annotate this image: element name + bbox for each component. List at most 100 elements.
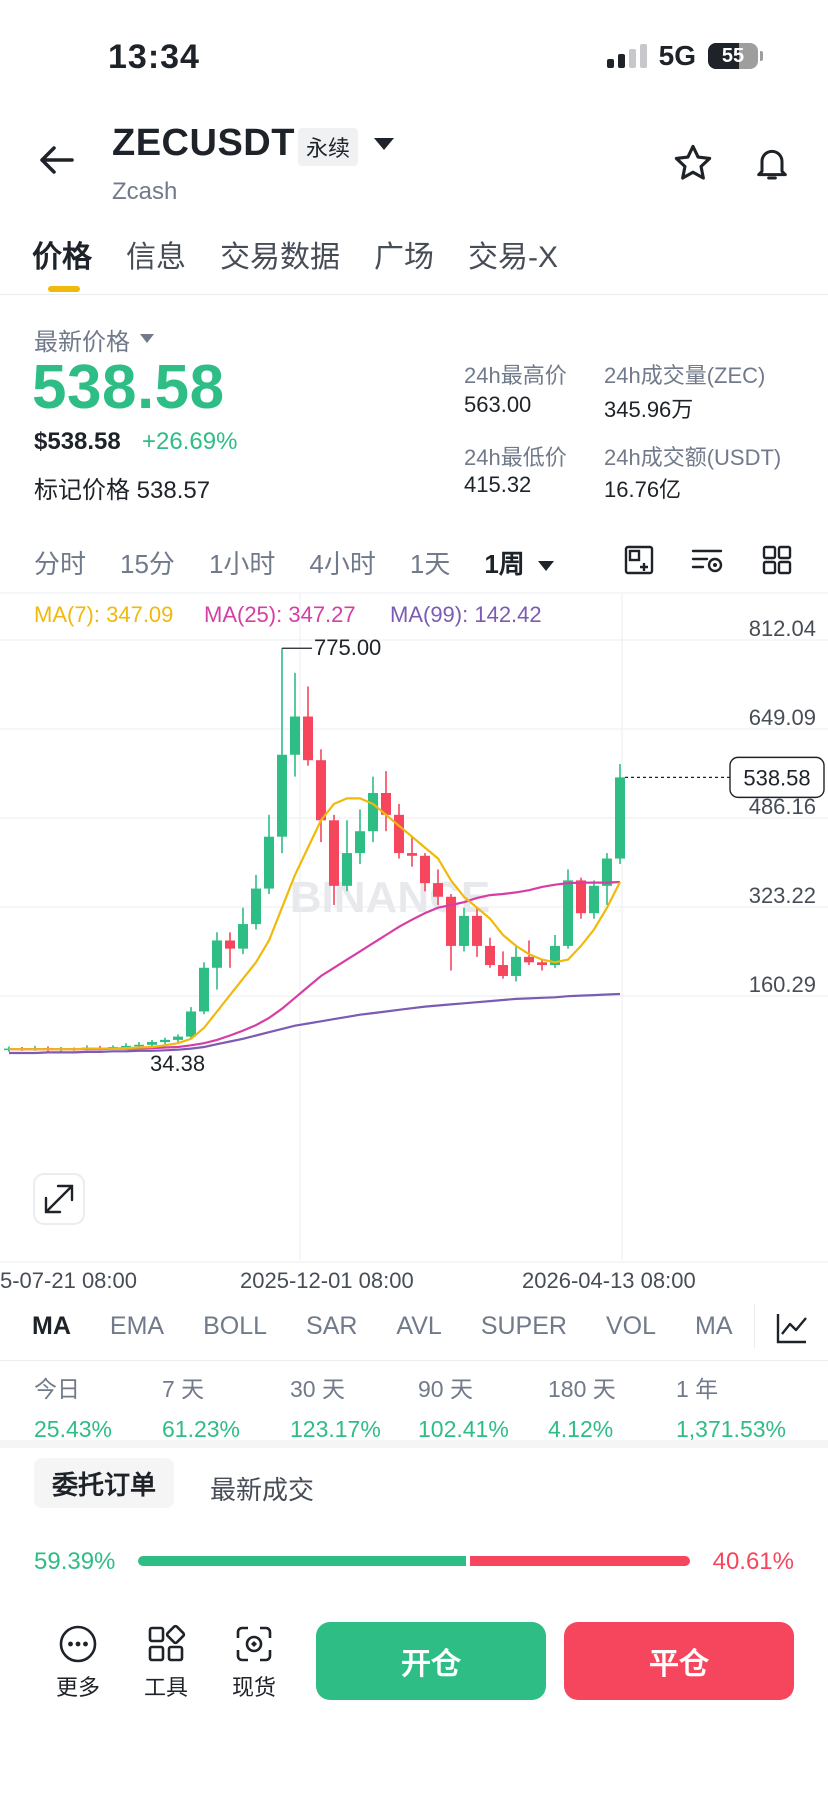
- sell-ratio-bar: [470, 1556, 690, 1566]
- interval-time-share[interactable]: 分时: [34, 549, 87, 579]
- candle: [537, 959, 547, 971]
- mark-price: 标记价格 538.57: [34, 477, 211, 504]
- candle: [355, 809, 365, 864]
- ma99-legend: MA(99): 142.42: [390, 602, 542, 627]
- tab-trade-x[interactable]: 交易-X: [468, 241, 558, 274]
- interval-1w[interactable]: 1周: [484, 544, 555, 581]
- ma99-line: [9, 992, 621, 1055]
- ma7-legend: MA(7): 347.09: [34, 602, 173, 627]
- candle: [186, 1007, 196, 1039]
- candle: [264, 814, 274, 895]
- high-24h-label: 24h最高价: [464, 363, 567, 388]
- last-price: 538.58: [32, 353, 225, 422]
- network-type: 5G: [658, 40, 696, 71]
- indicator-tabs: MA EMA BOLL SAR AVL SUPER VOL MA: [32, 1312, 772, 1341]
- latest-price-label[interactable]: 最新价格: [34, 329, 130, 356]
- perf-today: 今日 25.43%: [34, 1376, 113, 1442]
- divider: [0, 1360, 828, 1361]
- open-position-button[interactable]: 开仓: [316, 1622, 546, 1700]
- vol-24h-label: 24h成交量(ZEC): [604, 363, 766, 388]
- y-tick-label: 160.29: [749, 972, 816, 997]
- grid-layout-icon[interactable]: [760, 543, 794, 577]
- more-button[interactable]: 更多: [38, 1624, 118, 1702]
- buy-ratio: 59.39%: [34, 1548, 116, 1575]
- interval-4h[interactable]: 4小时: [309, 549, 376, 579]
- perf-1y: 1 年 1,371.53%: [676, 1376, 786, 1442]
- candle: [316, 749, 326, 843]
- price-type-dropdown-icon[interactable]: [140, 334, 154, 343]
- candle: [290, 672, 300, 777]
- binance-watermark: BINANCE: [290, 873, 490, 922]
- close-position-button[interactable]: 平仓: [564, 1622, 794, 1700]
- candle: [394, 803, 404, 859]
- interval-15m[interactable]: 15分: [120, 549, 175, 579]
- candle: [160, 1037, 170, 1045]
- tab-order-book[interactable]: 委托订单: [34, 1458, 174, 1508]
- indicator-ema[interactable]: EMA: [109, 1312, 165, 1340]
- candle: [615, 764, 625, 864]
- candle: [485, 937, 495, 968]
- symbol-title[interactable]: ZECUSDT: [112, 122, 295, 164]
- candle: [173, 1034, 183, 1043]
- chart-fullscreen-icon[interactable]: [622, 543, 656, 577]
- bell-icon[interactable]: [752, 142, 792, 184]
- back-arrow-icon[interactable]: [36, 140, 76, 180]
- candle: [407, 836, 417, 867]
- high-marker-label: 775.00: [314, 635, 381, 660]
- active-tab-indicator: [48, 286, 80, 292]
- indicator-ma[interactable]: MA: [32, 1312, 71, 1340]
- indicator-sar[interactable]: SAR: [306, 1312, 358, 1340]
- tab-square[interactable]: 广场: [374, 241, 434, 274]
- y-tick-label: 649.09: [749, 705, 816, 730]
- tab-trading-data[interactable]: 交易数据: [220, 241, 340, 274]
- indicator-vol[interactable]: VOL: [605, 1312, 656, 1340]
- interval-1d[interactable]: 1天: [409, 549, 451, 579]
- indicator-divider: [754, 1304, 755, 1348]
- indicator-super[interactable]: SUPER: [480, 1312, 567, 1340]
- candle: [472, 907, 482, 957]
- candle: [277, 648, 287, 854]
- indicator-settings-icon[interactable]: [774, 1310, 810, 1346]
- indicator-boll[interactable]: BOLL: [203, 1312, 268, 1340]
- section-divider: [0, 1440, 828, 1448]
- divider: [0, 294, 828, 295]
- chart-settings-icon[interactable]: [690, 543, 724, 577]
- star-icon[interactable]: [672, 142, 714, 184]
- tab-price[interactable]: 价格: [32, 241, 92, 274]
- perf-30d: 30 天 123.17%: [290, 1376, 381, 1442]
- expand-icon[interactable]: [33, 1173, 85, 1225]
- candle: [329, 814, 339, 905]
- candle: [446, 894, 456, 971]
- x-tick-2: 2025-12-01 08:00: [240, 1268, 414, 1292]
- contract-type-badge: 永续: [298, 128, 359, 166]
- low-24h-value: 415.32: [464, 472, 532, 497]
- candle: [199, 962, 209, 1015]
- interval-1h[interactable]: 1小时: [208, 549, 276, 579]
- tab-info[interactable]: 信息: [126, 241, 186, 274]
- spot-button[interactable]: 现货: [214, 1624, 294, 1702]
- x-tick-3: 2026-04-13 08:00: [522, 1268, 696, 1292]
- indicator-avl[interactable]: AVL: [396, 1312, 442, 1340]
- candle: [342, 820, 352, 892]
- candle: [589, 880, 599, 919]
- tab-recent-trades[interactable]: 最新成交: [210, 1475, 315, 1505]
- price-change-percent: +26.69%: [142, 428, 238, 455]
- candle: [251, 874, 261, 930]
- tools-icon: [148, 1624, 186, 1662]
- interval-fade: [590, 538, 630, 582]
- candle: [498, 951, 508, 979]
- candle: [524, 940, 534, 966]
- y-tick-label: 323.22: [749, 883, 816, 908]
- candlestick-chart[interactable]: BINANCE 812.04 649.09 486.16 323.22 160.29 7…: [0, 592, 828, 1292]
- candle: [147, 1039, 157, 1047]
- tools-button[interactable]: 工具: [126, 1624, 206, 1702]
- current-price-label: 538.58: [743, 765, 810, 790]
- symbol-dropdown-icon[interactable]: [374, 138, 394, 150]
- x-tick-1: 5-07-21 08:00: [0, 1268, 137, 1292]
- amount-24h-value: 16.76亿: [604, 477, 682, 502]
- indicator-ma-sub[interactable]: MA: [695, 1312, 733, 1340]
- candle: [433, 869, 443, 905]
- symbol-subtitle: Zcash: [112, 178, 178, 205]
- sell-ratio: 40.61%: [712, 1548, 794, 1575]
- current-price-tag: [729, 756, 825, 799]
